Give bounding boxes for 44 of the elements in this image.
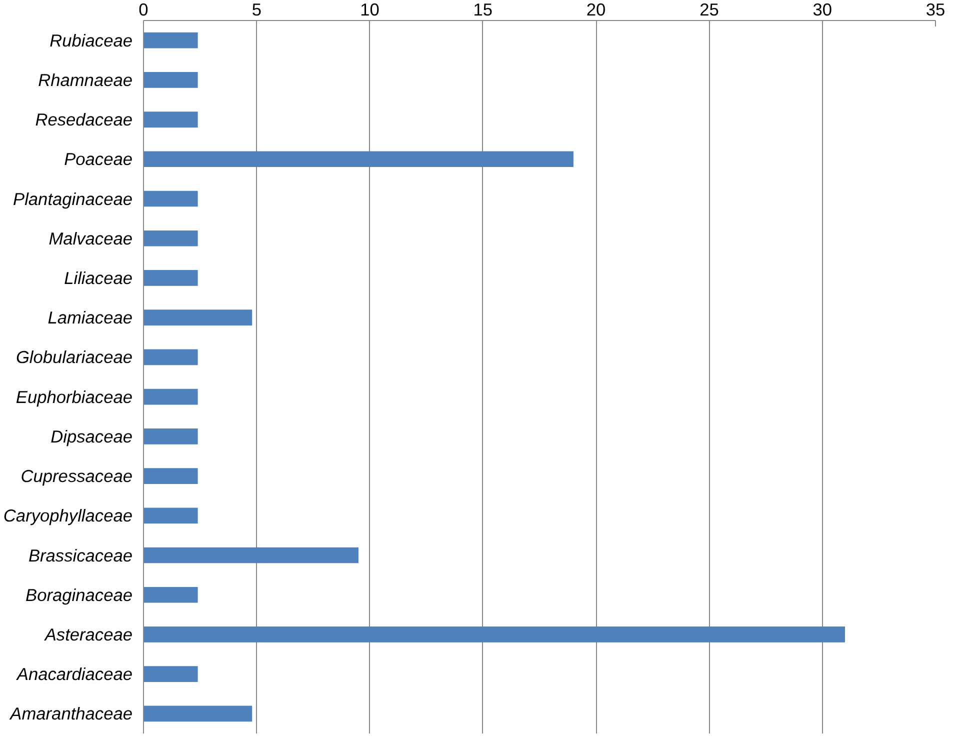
y-tick-label: Amaranthaceae	[9, 704, 133, 724]
bar	[144, 468, 198, 484]
x-tick-label: 10	[360, 0, 380, 20]
y-tick-label: Euphorbiaceae	[16, 386, 132, 407]
y-tick-label: Liliaceae	[64, 268, 133, 288]
x-tick-label: 0	[138, 0, 148, 20]
bar	[144, 388, 198, 405]
bar	[144, 626, 845, 642]
bar	[144, 586, 198, 603]
bar	[144, 666, 198, 682]
y-tick-label: Lamiaceae	[48, 308, 133, 328]
x-tick-label: 20	[586, 0, 606, 20]
bar	[144, 151, 574, 168]
y-tick-label: Cupressaceae	[20, 466, 133, 486]
bar	[144, 706, 252, 722]
y-tick-label: Brassicaceae	[28, 545, 133, 566]
bar	[144, 349, 198, 366]
x-tick-label: 25	[700, 0, 719, 20]
bar	[144, 230, 198, 246]
y-tick-label: Boraginaceae	[26, 584, 133, 605]
bar	[144, 32, 198, 48]
x-tick-label: 15	[473, 0, 493, 20]
bar	[144, 547, 358, 564]
bar	[144, 112, 198, 128]
y-tick-label: Malvaceae	[48, 228, 133, 248]
bar	[144, 310, 252, 326]
y-tick-label: Asteraceae	[44, 624, 132, 644]
bar	[144, 508, 198, 524]
y-tick-label: Dipsaceae	[50, 426, 133, 446]
bar	[144, 270, 198, 286]
x-tick-label: 5	[252, 0, 262, 20]
x-tick-label: 35	[926, 0, 946, 20]
y-tick-label: Resedaceae	[35, 110, 133, 130]
y-tick-label: Globulariaceae	[16, 347, 133, 368]
bar	[144, 190, 198, 207]
y-tick-label: Plantaginaceae	[13, 188, 133, 209]
y-tick-label: Rubiaceae	[50, 30, 133, 50]
bar	[144, 428, 198, 444]
y-tick-label: Poaceae	[64, 149, 133, 170]
y-tick-label: Anacardiaceae	[16, 664, 133, 684]
x-tick-label: 30	[812, 0, 832, 20]
y-tick-label: Rhamnaeae	[38, 70, 133, 90]
bar	[144, 72, 198, 88]
y-tick-label: Caryophyllaceae	[3, 506, 133, 526]
